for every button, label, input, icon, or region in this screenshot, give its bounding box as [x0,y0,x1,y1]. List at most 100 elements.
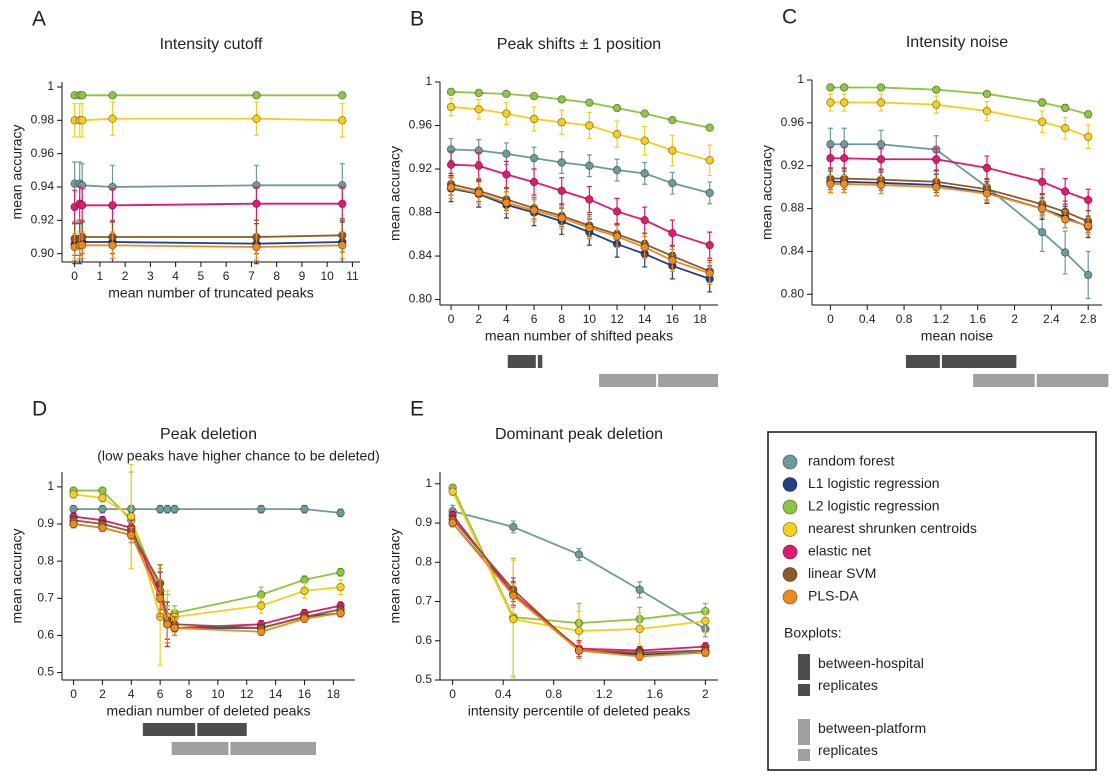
x-tick-label: 6 [531,312,538,326]
data-point [557,158,566,167]
data-point [529,177,539,187]
series-line [450,106,710,162]
box-lower [507,355,536,368]
legend-marker [782,589,798,605]
series-line [830,183,1089,227]
data-point [108,91,117,100]
legend-marker [782,522,798,537]
x-tick-label: 12 [240,687,254,701]
data-point [668,229,677,238]
data-point [300,614,309,623]
x-axis-label: intensity percentile of deleted peaks [468,703,691,719]
data-point [1037,204,1047,213]
data-point [640,109,649,118]
data-point [69,490,78,499]
data-point [585,121,594,130]
series-line [73,493,341,618]
data-point [876,98,886,107]
data-point [336,508,345,518]
series-line [830,86,1089,116]
legend-box-icon [798,684,810,696]
x-tick-label: 18 [327,687,341,701]
box-lower [171,742,229,755]
series-line [451,148,710,194]
data-point [612,103,622,113]
data-point [1037,177,1047,186]
x-tick-label: 0 [449,687,456,701]
x-tick-label: 2.8 [1080,312,1097,326]
data-point [529,114,539,124]
data-point [840,179,849,189]
data-point [338,116,347,125]
box-lower [905,355,940,368]
legend-marker [782,499,798,515]
x-tick-label: 0.8 [896,312,913,326]
series-line [830,101,1089,138]
x-tick-label: 2 [475,312,482,326]
data-point [78,201,87,210]
y-tick-label: 0.5 [415,672,432,686]
data-point [336,608,345,618]
data-point [69,504,78,514]
x-tick-label: 1 [97,269,104,283]
data-point [338,199,347,208]
data-point [252,199,261,208]
y-tick-label: 0.84 [409,248,433,262]
data-point [502,89,511,99]
legend-box-label: between-platform replicates [818,720,926,758]
panel-label: B [410,8,424,31]
box-upper [941,355,1017,368]
data-point [840,98,849,107]
box-upper [537,355,543,368]
data-point [256,504,266,514]
data-point [612,232,622,241]
data-point [474,188,483,198]
y-tick-label: 0.9 [37,516,54,530]
data-point [108,241,117,250]
y-tick-label: 0.96 [409,118,433,132]
data-point [1060,103,1070,113]
data-point [529,91,539,101]
x-axis-label: median number of deleted peaks [107,703,311,719]
x-tick-label: 0.8 [545,687,562,701]
data-point [705,269,714,278]
data-point [1083,221,1093,230]
data-point [932,182,941,192]
y-tick-label: 0.90 [31,246,55,260]
data-point [705,123,714,132]
box-upper [658,374,718,387]
data-point [300,575,309,584]
x-tick-label: 0 [70,687,77,701]
data-point [474,104,483,114]
legend-box-icon [798,719,810,745]
box-lower [142,723,196,736]
data-point [932,155,941,164]
data-point [256,601,266,610]
data-point [338,241,347,250]
chart-title: Dominant peak deletion [495,426,663,443]
x-tick-label: 11 [346,269,359,283]
legend-label: elastic net [808,543,871,559]
data-point [98,486,107,495]
data-point [98,504,107,514]
y-axis-label: mean accuracy [387,529,403,624]
x-tick-label: 8 [558,312,565,326]
data-point [840,83,849,92]
data-point [256,590,266,599]
series-line [450,187,710,280]
x-tick-label: 0 [827,312,834,326]
y-axis-label: mean accuracy [759,145,775,240]
data-point [98,493,107,503]
data-point [640,136,649,145]
legend-label: nearest shrunken centroids [808,520,977,536]
data-point [69,519,78,529]
data-point [300,504,309,514]
y-tick-label: 0.92 [409,161,433,175]
data-point [982,189,992,198]
y-tick-label: 0.6 [37,628,54,642]
data-point [1060,187,1070,196]
data-point [640,169,649,178]
data-point [1083,270,1093,280]
y-axis-label: mean accuracy [9,125,25,220]
